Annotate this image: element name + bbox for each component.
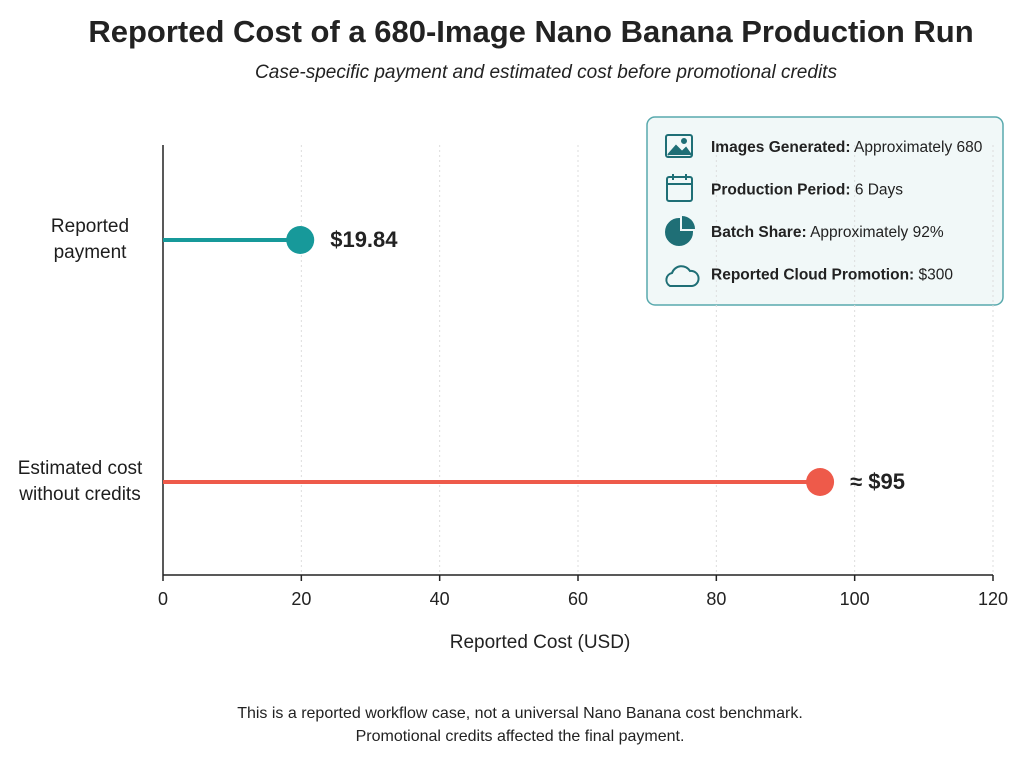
info-icons: [665, 134, 700, 287]
info-text: $300: [919, 267, 954, 284]
x-tick-label: 100: [840, 589, 870, 609]
info-text: Approximately 92%: [810, 224, 944, 241]
footnote: This is a reported workflow case, not a …: [237, 705, 803, 722]
x-tick-label: 0: [158, 589, 168, 609]
info-item: Images Generated: Approximately 680: [711, 139, 983, 156]
value-label: $19.84: [330, 227, 398, 252]
category-label: Reported payment: [50, 216, 130, 263]
info-item: Reported Cloud Promotion: $300: [711, 267, 953, 284]
info-text: 6 Days: [855, 182, 903, 199]
info-label: Reported Cloud Promotion:: [711, 267, 914, 284]
x-axis-label: Reported Cost (USD): [450, 632, 631, 653]
x-tick-label: 20: [291, 589, 311, 609]
x-tick-label: 80: [706, 589, 726, 609]
info-item: Production Period: 6 Days: [711, 182, 903, 199]
x-tick-label: 60: [568, 589, 588, 609]
chart-subtitle: Case-specific payment and estimated cost…: [255, 62, 837, 83]
info-box: [646, 116, 1004, 306]
value-label: ≈ $95: [850, 469, 905, 494]
info-label: Images Generated:: [711, 139, 851, 156]
x-tick-label: 120: [978, 589, 1008, 609]
category-label: Estimated cost without credits: [17, 458, 143, 505]
footnote: Promotional credits affected the final p…: [356, 728, 685, 745]
info-label: Production Period:: [711, 182, 851, 199]
dot: [806, 468, 835, 496]
info-text: Approximately 680: [854, 139, 983, 156]
info-item: Batch Share: Approximately 92%: [711, 224, 944, 241]
dot: [286, 226, 315, 254]
chart-title: Reported Cost of a 680-Image Nano Banana…: [88, 14, 973, 49]
info-label: Batch Share:: [711, 224, 807, 241]
x-tick-label: 40: [430, 589, 450, 609]
